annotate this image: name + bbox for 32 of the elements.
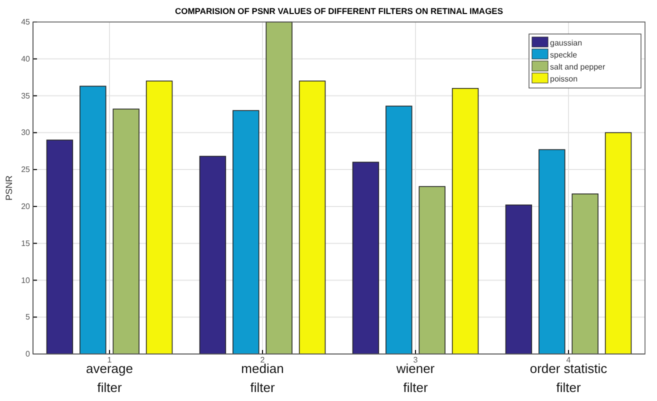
bar [452, 88, 479, 354]
bar [572, 194, 598, 354]
legend-label: gaussian [550, 38, 582, 48]
bar [418, 186, 446, 354]
y-tick-label: 45 [21, 18, 31, 27]
y-tick-label: 25 [21, 165, 31, 174]
y-tick-label: 40 [21, 54, 31, 64]
bar [538, 149, 566, 354]
bar [199, 156, 226, 354]
bar [386, 106, 412, 354]
y-tick-label: 30 [21, 128, 31, 138]
bar [232, 110, 260, 354]
y-tick-label: 35 [21, 91, 31, 100]
bar [604, 132, 632, 354]
bar [46, 140, 74, 354]
bar [146, 80, 173, 354]
legend-label: poisson [550, 74, 578, 84]
y-tick-label: 10 [21, 276, 31, 285]
chart-title: COMPARISION OF PSNR VALUES OF DIFFERENT FILTERS ON RETINAL IMAGES [174, 6, 504, 16]
bar [298, 80, 326, 354]
bar [352, 162, 380, 354]
bar [112, 108, 140, 354]
legend-label: salt and pepper [550, 62, 606, 72]
y-axis-title: PSNR [4, 175, 14, 201]
y-tick-label: 0 [26, 350, 31, 359]
y-tick-label: 5 [26, 312, 31, 322]
bar [80, 86, 106, 354]
legend-label: speckle [550, 50, 578, 60]
y-tick-label: 20 [21, 202, 31, 212]
bar [266, 22, 292, 354]
y-tick-label: 15 [21, 238, 31, 248]
bar [505, 204, 532, 354]
